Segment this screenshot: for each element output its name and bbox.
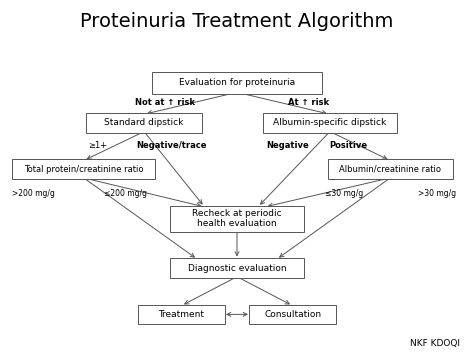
FancyBboxPatch shape <box>170 258 304 278</box>
Text: Negative/trace: Negative/trace <box>137 141 207 150</box>
FancyBboxPatch shape <box>328 159 453 179</box>
FancyBboxPatch shape <box>86 113 202 133</box>
FancyBboxPatch shape <box>137 305 225 324</box>
FancyBboxPatch shape <box>152 72 322 94</box>
Text: Proteinuria Treatment Algorithm: Proteinuria Treatment Algorithm <box>80 12 394 32</box>
Text: Albumin/creatinine ratio: Albumin/creatinine ratio <box>339 165 441 174</box>
Text: ≤200 mg/g: ≤200 mg/g <box>104 190 147 198</box>
Text: Negative: Negative <box>266 141 309 150</box>
Text: Not at ↑ risk: Not at ↑ risk <box>135 98 195 107</box>
FancyBboxPatch shape <box>170 206 304 231</box>
Text: ≥1+: ≥1+ <box>88 141 107 150</box>
Text: Positive: Positive <box>329 141 367 150</box>
Text: Albumin-specific dipstick: Albumin-specific dipstick <box>273 119 386 127</box>
Text: Treatment: Treatment <box>158 310 204 319</box>
FancyBboxPatch shape <box>12 159 155 179</box>
FancyBboxPatch shape <box>249 305 337 324</box>
Text: Total protein/creatinine ratio: Total protein/creatinine ratio <box>24 165 144 174</box>
Text: Consultation: Consultation <box>264 310 321 319</box>
Text: Recheck at periodic
health evaluation: Recheck at periodic health evaluation <box>192 209 282 228</box>
Text: At ↑ risk: At ↑ risk <box>289 98 329 107</box>
Text: Diagnostic evaluation: Diagnostic evaluation <box>188 263 286 273</box>
Text: Standard dipstick: Standard dipstick <box>104 119 184 127</box>
FancyBboxPatch shape <box>263 113 397 133</box>
Text: Evaluation for proteinuria: Evaluation for proteinuria <box>179 78 295 87</box>
Text: NKF KDOQI: NKF KDOQI <box>410 339 460 348</box>
Text: ≤30 mg/g: ≤30 mg/g <box>325 190 363 198</box>
Text: >30 mg/g: >30 mg/g <box>418 190 456 198</box>
Text: >200 mg/g: >200 mg/g <box>12 190 55 198</box>
